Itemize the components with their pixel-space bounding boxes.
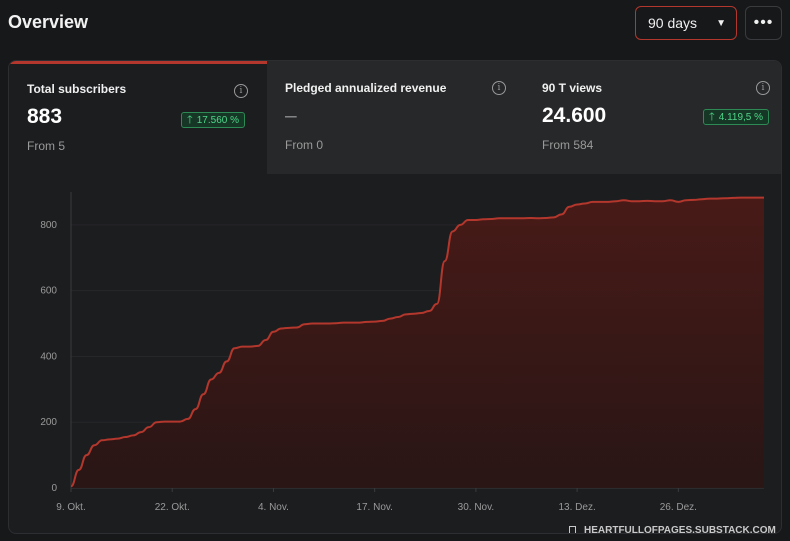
metric-label: Pledged annualized revenue bbox=[285, 81, 447, 95]
metric-value: 883 bbox=[27, 105, 63, 128]
info-icon[interactable]: i bbox=[234, 84, 248, 98]
metric-label: 90 T views bbox=[542, 81, 603, 95]
date-range-select[interactable]: 90 days ▼ bbox=[635, 6, 737, 40]
y-tick-label: 0 bbox=[51, 483, 57, 494]
y-tick-label: 600 bbox=[40, 286, 57, 297]
change-badge-text: 17.560 % bbox=[196, 114, 239, 126]
metric-total-subscribers[interactable]: Total subscribers i 883 🡑 17.560 % From … bbox=[9, 61, 267, 174]
date-range-label: 90 days bbox=[648, 15, 698, 31]
bookmark-icon bbox=[569, 526, 576, 533]
y-tick-label: 200 bbox=[40, 417, 57, 428]
metric-views[interactable]: 90 T views i 24.600 🡑 4.119,5 % From 584 bbox=[524, 61, 781, 174]
series-area bbox=[71, 197, 764, 488]
x-tick-label: 22. Okt. bbox=[155, 502, 190, 513]
series-line bbox=[70, 196, 764, 488]
change-badge: 🡑 4.119,5 % bbox=[703, 109, 770, 125]
x-tick-label: 30. Nov. bbox=[458, 502, 495, 513]
metric-from: From 584 bbox=[542, 138, 594, 152]
metric-pledged-revenue[interactable]: Pledged annualized revenue i – From 0 bbox=[267, 61, 524, 174]
y-tick-label: 400 bbox=[40, 351, 57, 362]
metric-value: 24.600 bbox=[542, 104, 607, 127]
y-tick-label: 800 bbox=[40, 220, 57, 231]
x-tick-label: 17. Nov. bbox=[356, 502, 393, 513]
watermark: HEARTFULLOFPAGES.SUBSTACK.COM bbox=[569, 525, 776, 534]
watermark-text: HEARTFULLOFPAGES.SUBSTACK.COM bbox=[584, 525, 776, 534]
arrow-up-icon: 🡑 bbox=[709, 110, 715, 123]
chevron-down-icon: ▼ bbox=[716, 17, 726, 29]
page-title: Overview bbox=[8, 12, 89, 32]
info-icon[interactable]: i bbox=[756, 81, 770, 95]
more-options-button[interactable]: ••• bbox=[745, 6, 782, 40]
x-tick-label: 13. Dez. bbox=[558, 502, 595, 513]
metric-label: Total subscribers bbox=[27, 82, 127, 96]
info-icon[interactable]: i bbox=[492, 81, 506, 95]
change-badge: 🡑 17.560 % bbox=[181, 112, 245, 128]
change-badge-text: 4.119,5 % bbox=[718, 111, 764, 123]
subscribers-area-chart[interactable]: 0 200 400 600 800 9. Okt. 22. Okt. 4. Nov. 17. N… bbox=[9, 61, 782, 534]
overview-card: Total subscribers i 883 🡑 17.560 % From … bbox=[8, 60, 782, 534]
x-tick-label: 26. Dez. bbox=[660, 502, 697, 513]
metric-value: – bbox=[285, 104, 297, 127]
metric-from: From 5 bbox=[27, 139, 66, 153]
metric-from: From 0 bbox=[285, 138, 324, 152]
x-tick-label: 9. Okt. bbox=[56, 502, 85, 513]
arrow-up-icon: 🡑 bbox=[187, 113, 193, 126]
x-tick-label: 4. Nov. bbox=[258, 502, 289, 513]
